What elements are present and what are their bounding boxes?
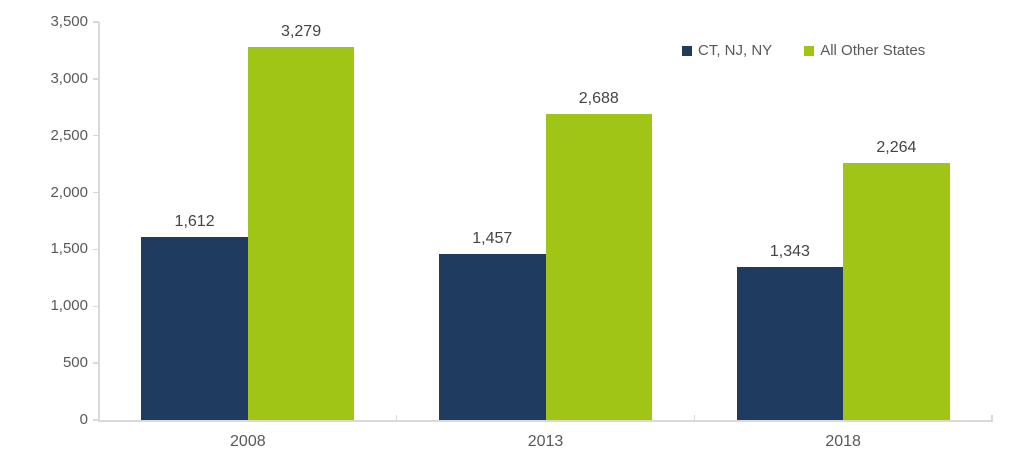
y-axis-tick: [93, 419, 99, 421]
data-label-all-other-states-2008: 3,279: [281, 23, 322, 41]
legend-item-all-other-states: All Other States: [804, 42, 925, 59]
y-axis-tick-label: 2,000: [50, 183, 88, 201]
bar-all-other-states-2013: [545, 114, 652, 420]
y-axis-tick-label: 1,000: [50, 297, 88, 315]
x-axis-tick: [395, 415, 398, 420]
data-label-all-other-states-2013: 2,688: [578, 90, 619, 108]
y-axis-tick-label: 3,000: [50, 69, 88, 87]
y-axis-tick: [93, 21, 99, 23]
y-axis-tick: [93, 78, 99, 80]
bar-ct-nj-ny-2018: [736, 267, 844, 420]
legend-item-ct-nj-ny: CT, NJ, NY: [682, 42, 772, 59]
legend-label-ct-nj-ny: CT, NJ, NY: [698, 42, 773, 59]
x-axis-tick: [991, 415, 993, 420]
y-axis-tick-label: 0: [79, 411, 88, 428]
x-axis-category-label: 2013: [527, 433, 564, 450]
y-axis-tick-label: 1,500: [50, 240, 88, 258]
x-axis-category-label: 2008: [230, 433, 266, 450]
y-axis-tick-label: 2,500: [50, 126, 88, 144]
bar-ct-nj-ny-2008: [141, 236, 248, 420]
y-axis-tick-label: 3,500: [50, 13, 88, 30]
y-axis-tick: [93, 248, 99, 251]
x-axis-tick: [693, 415, 696, 420]
data-label-all-other-states-2018: 2,264: [876, 138, 917, 156]
data-label-ct-nj-ny-2013: 1,457: [472, 230, 513, 248]
y-axis-tick: [93, 134, 99, 137]
legend-label-all-other-states: All Other States: [820, 42, 926, 59]
data-label-ct-nj-ny-2008: 1,612: [174, 212, 215, 230]
y-axis-tick: [93, 191, 99, 194]
x-axis-category-label: 2018: [825, 433, 861, 450]
legend-swatch-all-other-states: [804, 45, 815, 56]
legend: CT, NJ, NY All Other States: [682, 42, 925, 59]
bar-all-other-states-2008: [247, 47, 355, 420]
y-axis-tick-label: 500: [62, 354, 88, 372]
data-label-ct-nj-ny-2018: 1,343: [769, 243, 810, 261]
y-axis-tick: [93, 305, 99, 308]
y-axis-tick: [93, 362, 99, 364]
bar-ct-nj-ny-2013: [439, 254, 546, 420]
x-axis-line: [98, 420, 993, 422]
y-axis-line: [98, 22, 100, 421]
legend-swatch-ct-nj-ny: [682, 45, 692, 56]
bar-all-other-states-2018: [843, 162, 950, 420]
